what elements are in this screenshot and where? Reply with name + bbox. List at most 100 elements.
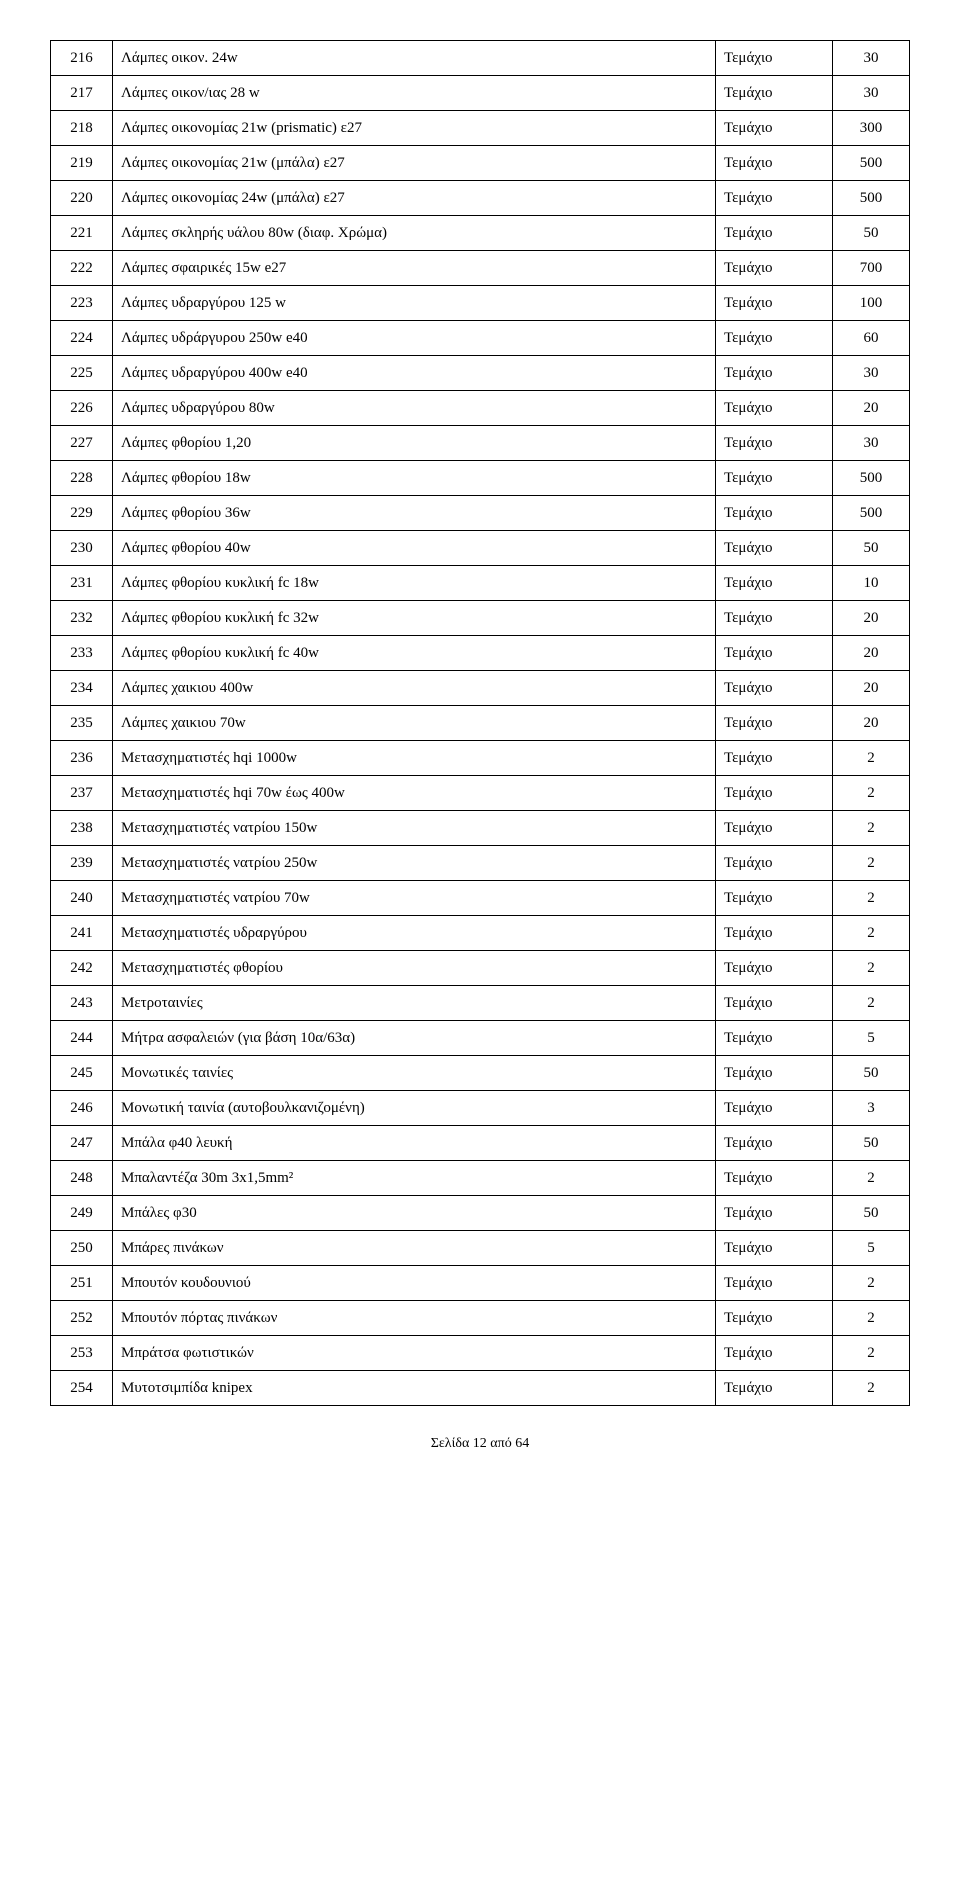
- cell-qty: 2: [833, 1336, 910, 1371]
- cell-desc: Λάμπες υδραργύρου 125 w: [113, 286, 716, 321]
- cell-unit: Τεμάχιο: [716, 1266, 833, 1301]
- cell-unit: Τεμάχιο: [716, 776, 833, 811]
- table-row: 252Μπουτόν πόρτας πινάκωνΤεμάχιο2: [51, 1301, 910, 1336]
- cell-desc: Λάμπες οικονομίας 21w (prismatic) ε27: [113, 111, 716, 146]
- cell-num: 244: [51, 1021, 113, 1056]
- cell-num: 240: [51, 881, 113, 916]
- cell-num: 250: [51, 1231, 113, 1266]
- cell-num: 238: [51, 811, 113, 846]
- cell-qty: 60: [833, 321, 910, 356]
- cell-qty: 30: [833, 76, 910, 111]
- cell-desc: Μετασχηματιστές φθορίου: [113, 951, 716, 986]
- table-row: 249Μπάλες φ30Τεμάχιο50: [51, 1196, 910, 1231]
- table-row: 253Μπράτσα φωτιστικώνΤεμάχιο2: [51, 1336, 910, 1371]
- cell-desc: Μετασχηματιστές hqi 70w έως 400w: [113, 776, 716, 811]
- cell-unit: Τεμάχιο: [716, 111, 833, 146]
- cell-unit: Τεμάχιο: [716, 216, 833, 251]
- cell-qty: 20: [833, 601, 910, 636]
- table-row: 234Λάμπες χαικιου 400wΤεμάχιο20: [51, 671, 910, 706]
- cell-qty: 50: [833, 1056, 910, 1091]
- cell-desc: Λάμπες φθορίου 36w: [113, 496, 716, 531]
- cell-unit: Τεμάχιο: [716, 426, 833, 461]
- cell-desc: Μπάρες πινάκων: [113, 1231, 716, 1266]
- table-row: 237Μετασχηματιστές hqi 70w έως 400wΤεμάχ…: [51, 776, 910, 811]
- cell-qty: 2: [833, 986, 910, 1021]
- cell-num: 247: [51, 1126, 113, 1161]
- table-row: 231Λάμπες φθορίου κυκλική fc 18wΤεμάχιο1…: [51, 566, 910, 601]
- cell-desc: Μονωτικές ταινίες: [113, 1056, 716, 1091]
- cell-qty: 2: [833, 776, 910, 811]
- table-row: 227Λάμπες φθορίου 1,20Τεμάχιο30: [51, 426, 910, 461]
- cell-num: 219: [51, 146, 113, 181]
- cell-qty: 20: [833, 671, 910, 706]
- cell-qty: 2: [833, 1301, 910, 1336]
- cell-qty: 50: [833, 216, 910, 251]
- cell-num: 230: [51, 531, 113, 566]
- cell-unit: Τεμάχιο: [716, 636, 833, 671]
- table-row: 242Μετασχηματιστές φθορίουΤεμάχιο2: [51, 951, 910, 986]
- cell-desc: Λάμπες φθορίου κυκλική fc 32w: [113, 601, 716, 636]
- cell-qty: 2: [833, 811, 910, 846]
- cell-qty: 2: [833, 1371, 910, 1406]
- cell-unit: Τεμάχιο: [716, 146, 833, 181]
- table-row: 247Μπάλα φ40 λευκήΤεμάχιο50: [51, 1126, 910, 1161]
- cell-desc: Μπουτόν πόρτας πινάκων: [113, 1301, 716, 1336]
- cell-num: 232: [51, 601, 113, 636]
- cell-qty: 30: [833, 41, 910, 76]
- items-table: 216Λάμπες οικον. 24wΤεμάχιο30217Λάμπες ο…: [50, 40, 910, 1406]
- table-row: 218Λάμπες οικονομίας 21w (prismatic) ε27…: [51, 111, 910, 146]
- table-row: 219Λάμπες οικονομίας 21w (μπάλα) ε27Τεμά…: [51, 146, 910, 181]
- table-row: 220Λάμπες οικονομίας 24w (μπάλα) ε27Τεμά…: [51, 181, 910, 216]
- cell-qty: 5: [833, 1231, 910, 1266]
- table-row: 217Λάμπες οικον/ιας 28 wΤεμάχιο30: [51, 76, 910, 111]
- cell-num: 239: [51, 846, 113, 881]
- table-row: 230Λάμπες φθορίου 40wΤεμάχιο50: [51, 531, 910, 566]
- cell-desc: Μετασχηματιστές νατρίου 70w: [113, 881, 716, 916]
- cell-num: 217: [51, 76, 113, 111]
- table-row: 233Λάμπες φθορίου κυκλική fc 40wΤεμάχιο2…: [51, 636, 910, 671]
- cell-num: 228: [51, 461, 113, 496]
- cell-num: 221: [51, 216, 113, 251]
- cell-num: 223: [51, 286, 113, 321]
- cell-num: 227: [51, 426, 113, 461]
- cell-desc: Λάμπες φθορίου 18w: [113, 461, 716, 496]
- table-row: 228Λάμπες φθορίου 18wΤεμάχιο500: [51, 461, 910, 496]
- cell-desc: Λάμπες οικον. 24w: [113, 41, 716, 76]
- cell-num: 249: [51, 1196, 113, 1231]
- table-row: 244Μήτρα ασφαλειών (για βάση 10α/63α)Τεμ…: [51, 1021, 910, 1056]
- cell-desc: Μπαλαντέζα 30m 3x1,5mm²: [113, 1161, 716, 1196]
- cell-num: 226: [51, 391, 113, 426]
- table-row: 226Λάμπες υδραργύρου 80wΤεμάχιο20: [51, 391, 910, 426]
- cell-desc: Λάμπες φθορίου κυκλική fc 40w: [113, 636, 716, 671]
- table-row: 248Μπαλαντέζα 30m 3x1,5mm²Τεμάχιο2: [51, 1161, 910, 1196]
- cell-num: 241: [51, 916, 113, 951]
- cell-num: 218: [51, 111, 113, 146]
- table-row: 239Μετασχηματιστές νατρίου 250wΤεμάχιο2: [51, 846, 910, 881]
- cell-desc: Λάμπες σφαιρικές 15w e27: [113, 251, 716, 286]
- cell-qty: 2: [833, 741, 910, 776]
- cell-unit: Τεμάχιο: [716, 286, 833, 321]
- cell-num: 253: [51, 1336, 113, 1371]
- cell-unit: Τεμάχιο: [716, 1161, 833, 1196]
- cell-desc: Μπράτσα φωτιστικών: [113, 1336, 716, 1371]
- cell-qty: 500: [833, 496, 910, 531]
- table-row: 235Λάμπες χαικιου 70wΤεμάχιο20: [51, 706, 910, 741]
- cell-qty: 2: [833, 951, 910, 986]
- cell-num: 252: [51, 1301, 113, 1336]
- cell-qty: 2: [833, 846, 910, 881]
- table-row: 223Λάμπες υδραργύρου 125 wΤεμάχιο100: [51, 286, 910, 321]
- cell-unit: Τεμάχιο: [716, 951, 833, 986]
- table-row: 216Λάμπες οικον. 24wΤεμάχιο30: [51, 41, 910, 76]
- cell-num: 224: [51, 321, 113, 356]
- cell-unit: Τεμάχιο: [716, 181, 833, 216]
- cell-desc: Λάμπες φθορίου κυκλική fc 18w: [113, 566, 716, 601]
- cell-num: 225: [51, 356, 113, 391]
- table-row: 250Μπάρες πινάκωνΤεμάχιο5: [51, 1231, 910, 1266]
- table-row: 240Μετασχηματιστές νατρίου 70wΤεμάχιο2: [51, 881, 910, 916]
- cell-desc: Μυτοτσιμπίδα knipex: [113, 1371, 716, 1406]
- cell-unit: Τεμάχιο: [716, 391, 833, 426]
- cell-desc: Λάμπες χαικιου 400w: [113, 671, 716, 706]
- table-row: 225Λάμπες υδραργύρου 400w e40Τεμάχιο30: [51, 356, 910, 391]
- cell-qty: 700: [833, 251, 910, 286]
- cell-num: 243: [51, 986, 113, 1021]
